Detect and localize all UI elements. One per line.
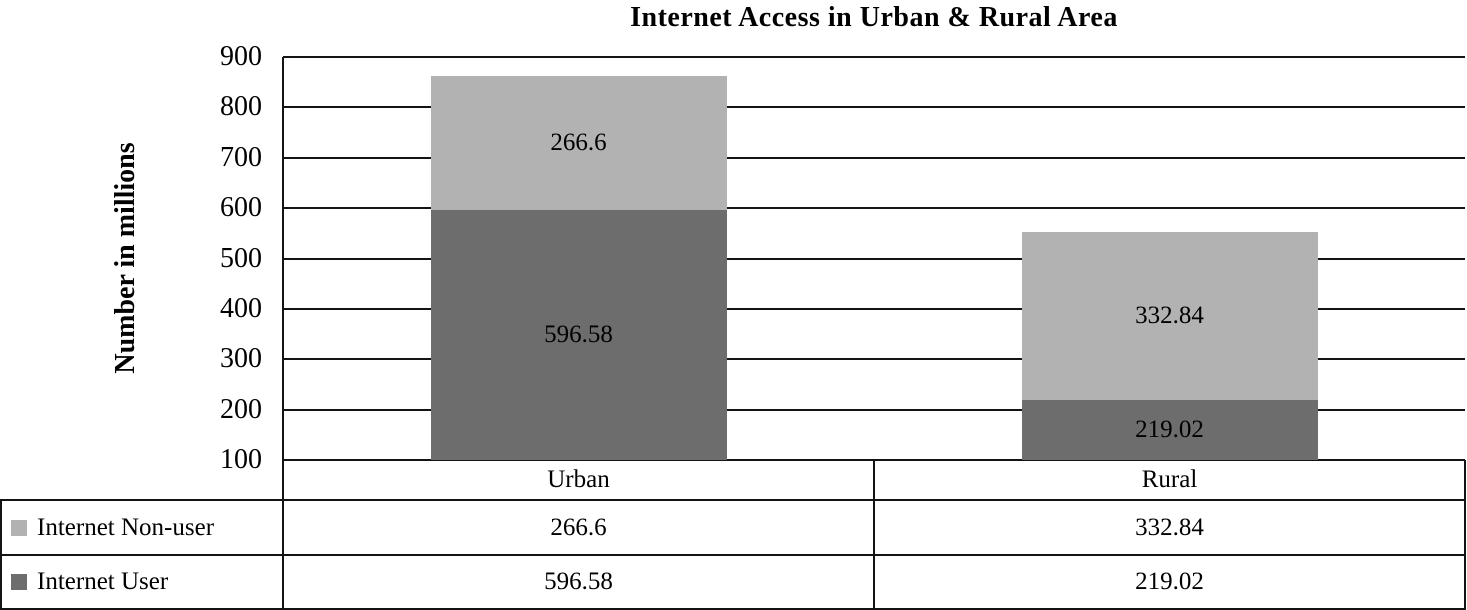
table-right-border [1464, 460, 1466, 610]
bar-data-label: 332.84 [1135, 302, 1204, 330]
gridline [283, 106, 1465, 109]
legend-swatch-user-icon [11, 574, 27, 590]
y-axis-tick-label: 200 [220, 393, 262, 425]
gridline [283, 156, 1465, 159]
y-axis-tick-label: 300 [220, 343, 262, 375]
category-label-urban: Urban [547, 466, 610, 493]
y-axis-line [282, 57, 284, 608]
gridline [283, 207, 1465, 210]
table-value-nonuser-rural: 332.84 [1135, 513, 1204, 541]
y-axis-tick-label: 700 [220, 141, 262, 173]
table-bottom-border [0, 608, 1466, 610]
table-row-divider [0, 499, 1466, 501]
category-label-rural: Rural [1141, 466, 1198, 493]
bar-data-label: 266.6 [550, 128, 607, 156]
table-value-user-rural: 219.02 [1135, 568, 1204, 595]
y-axis-tick-label: 400 [220, 292, 262, 324]
legend-label-user: Internet User [37, 568, 169, 595]
chart-title: Internet Access in Urban & Rural Area [630, 2, 1118, 33]
table-value-user-urban: 596.58 [544, 568, 613, 595]
bar-segment [1021, 400, 1318, 460]
bar-segment [1021, 232, 1318, 401]
gridline [283, 307, 1465, 310]
gridline [283, 358, 1465, 361]
legend-label-non-user: Internet Non-user [37, 513, 215, 541]
y-axis-tick-label: 500 [220, 242, 262, 274]
gridline [283, 408, 1465, 411]
y-axis-tick-label: 900 [220, 41, 262, 72]
y-axis-tick-label: 600 [220, 192, 262, 224]
legend-item-non-user: Internet Non-user [2, 501, 282, 554]
bar-segment [430, 75, 727, 210]
bar-data-label: 219.02 [1135, 416, 1204, 443]
gridline [283, 257, 1465, 260]
y-axis-tick-label: 100 [220, 444, 262, 475]
table-row-divider [0, 554, 1466, 556]
gridline [283, 56, 1465, 58]
y-axis-tick-label: 800 [220, 91, 262, 123]
legend-item-user: Internet User [2, 556, 282, 608]
bar-data-label: 596.58 [544, 320, 613, 348]
table-value-nonuser-urban: 266.6 [550, 513, 607, 541]
bar-segment [430, 209, 727, 460]
table-column-divider [873, 460, 875, 610]
legend-swatch-non-user-icon [11, 519, 27, 536]
